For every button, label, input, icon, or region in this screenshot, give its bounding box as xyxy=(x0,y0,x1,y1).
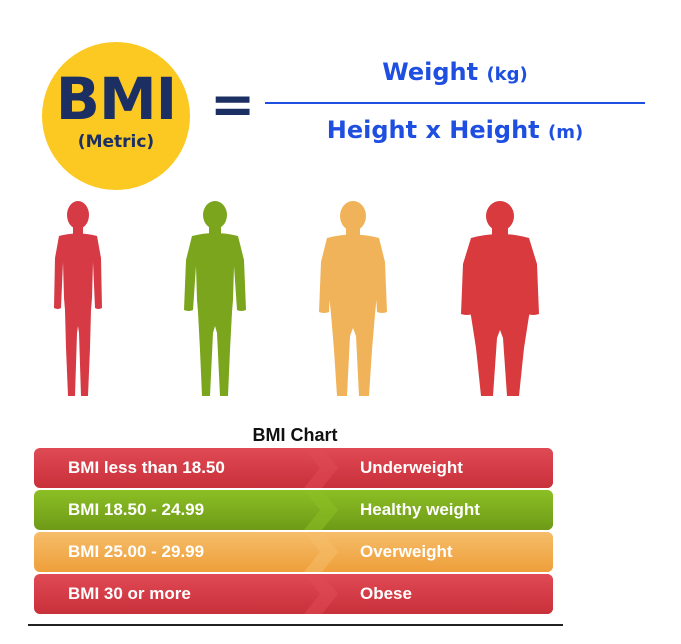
healthy-figure-icon xyxy=(184,201,246,396)
bmi-row: BMI 30 or more Obese xyxy=(34,574,553,614)
row-divider-icon xyxy=(304,448,338,488)
formula-denominator: Height x Height (m) xyxy=(265,116,645,144)
denominator-text: Height x Height xyxy=(326,116,540,144)
chart-title: BMI Chart xyxy=(252,425,338,445)
bmi-range: BMI 30 or more xyxy=(68,584,191,603)
bmi-row: BMI less than 18.50 Underweight xyxy=(34,448,553,488)
bmi-range: BMI less than 18.50 xyxy=(68,458,225,477)
bmi-badge: BMI (Metric) xyxy=(42,42,190,190)
equals-sign: = xyxy=(210,73,256,136)
body-figures xyxy=(30,198,590,403)
row-divider-icon xyxy=(304,574,338,614)
numerator-unit: (kg) xyxy=(486,64,528,85)
row-divider-icon xyxy=(304,532,338,572)
bmi-category: Obese xyxy=(324,574,553,614)
overweight-figure-icon xyxy=(319,201,387,396)
formula-numerator: Weight (kg) xyxy=(265,58,645,86)
bmi-chart-table: BMI less than 18.50 Underweight BMI 18.50 … xyxy=(34,448,553,616)
underweight-figure-icon xyxy=(54,201,102,396)
numerator-text: Weight xyxy=(382,58,479,86)
row-divider-icon xyxy=(304,490,338,530)
bmi-category: Healthy weight xyxy=(324,490,553,530)
fraction-bar xyxy=(265,102,645,104)
obese-figure-icon xyxy=(461,201,539,396)
bmi-row: BMI 18.50 - 24.99 Healthy weight xyxy=(34,490,553,530)
denominator-unit: (m) xyxy=(548,122,584,143)
bmi-row: BMI 25.00 - 29.99 Overweight xyxy=(34,532,553,572)
bmi-category: Overweight xyxy=(324,532,553,572)
bmi-range: BMI 25.00 - 29.99 xyxy=(68,542,205,561)
badge-subtitle: (Metric) xyxy=(77,132,155,152)
badge-title: BMI xyxy=(55,65,178,133)
bmi-category: Underweight xyxy=(324,448,553,488)
bottom-rule xyxy=(28,624,563,626)
bmi-range: BMI 18.50 - 24.99 xyxy=(68,500,205,519)
